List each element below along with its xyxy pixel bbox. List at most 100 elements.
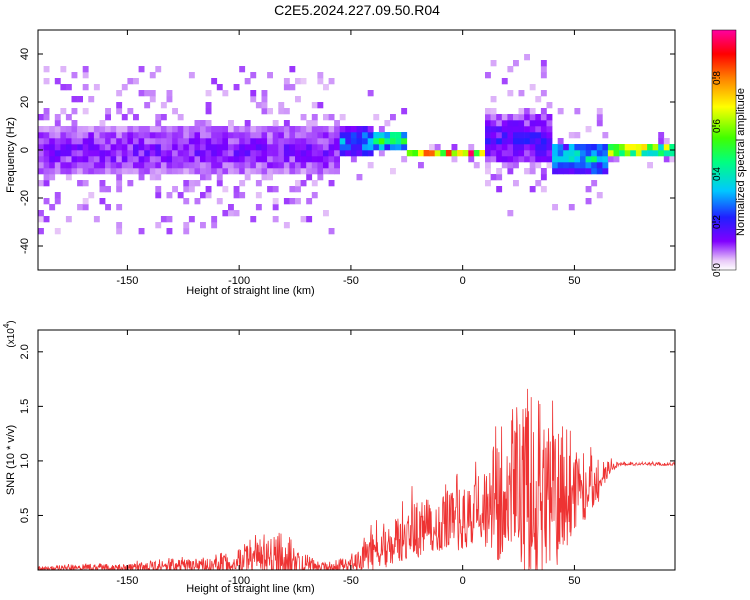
spectrogram-cell	[250, 138, 257, 145]
spectrogram-cell	[535, 180, 542, 187]
spectrogram-cell	[200, 174, 206, 181]
spectrogram-cell	[172, 108, 178, 115]
spectrogram-cell	[306, 150, 313, 157]
spectrogram-cell	[65, 84, 72, 91]
spectrogram-cell	[60, 168, 67, 175]
spectrogram-cell	[172, 156, 178, 163]
spectrogram-cell	[77, 96, 83, 103]
spectrogram-cell	[200, 132, 206, 139]
spectrogram-cell	[574, 108, 581, 115]
spectrogram-cell	[580, 144, 586, 151]
spectrogram-cell	[323, 168, 329, 175]
spectrogram-cell	[205, 192, 212, 199]
spectrogram-cell	[82, 162, 89, 169]
snr-y-tick-label: 1.0	[19, 453, 31, 468]
spectrogram-cell	[485, 108, 491, 115]
spectrogram-cell	[54, 120, 61, 127]
spectrogram-cell	[160, 114, 167, 121]
spectrogram-cell	[323, 144, 329, 151]
spectrogram-x-tick-label: -100	[228, 275, 250, 287]
spectrogram-cell	[99, 138, 106, 145]
spectrogram-cell	[451, 156, 458, 163]
spectrogram-cell	[116, 180, 123, 187]
spectrogram-cell	[485, 120, 491, 127]
spectrogram-cell	[485, 180, 491, 187]
spectrogram-cell	[283, 126, 290, 133]
spectrogram-cell	[255, 138, 262, 145]
spectrogram-cell	[144, 132, 151, 139]
spectrogram-cell	[535, 138, 542, 145]
spectrogram-cell	[283, 222, 290, 229]
spectrogram-cell	[216, 84, 223, 91]
spectrogram-x-tick-label: 50	[568, 275, 580, 287]
spectrogram-y-tick-label: 20	[19, 96, 31, 108]
spectrogram-cell	[65, 132, 72, 139]
spectrogram-cell	[166, 192, 173, 199]
spectrogram-cell	[216, 174, 223, 181]
spectrogram-cell	[172, 126, 178, 133]
spectrogram-cell	[138, 162, 145, 169]
spectrogram-cell	[177, 114, 184, 121]
spectrogram-cell	[172, 150, 178, 157]
spectrogram-cell	[591, 168, 598, 175]
spectrogram-cell	[71, 72, 78, 79]
spectrogram-cell	[244, 162, 251, 169]
spectrogram-cell	[317, 168, 324, 175]
spectrogram-cell	[468, 156, 475, 163]
spectrogram-cell	[630, 144, 637, 151]
spectrogram-cell	[121, 150, 128, 157]
spectrogram-cell	[188, 138, 195, 145]
spectrogram-cell	[311, 162, 318, 169]
spectrogram-cell	[323, 84, 329, 91]
spectrogram-cell	[222, 156, 229, 163]
spectrogram-cell	[216, 162, 223, 169]
spectrogram-cell	[507, 162, 514, 169]
spectrogram-cell	[71, 144, 78, 151]
spectrogram-cell	[166, 144, 173, 151]
spectrogram-cell	[300, 180, 307, 187]
spectrogram-x-axis-label: Height of straight line (km)	[186, 285, 314, 297]
spectrogram-cell	[255, 204, 262, 211]
spectrogram-cell	[239, 138, 246, 145]
spectrogram-panel: -150 -100 -50 0 50 -40 -20 0 20 40 Height of stra…	[5, 29, 676, 297]
spectrogram-cell	[43, 78, 50, 85]
spectrogram-cell	[261, 174, 268, 181]
spectrogram-cell	[166, 126, 173, 133]
spectrogram-cell	[255, 132, 262, 139]
spectrogram-cell	[194, 138, 201, 145]
spectrogram-cell	[529, 144, 536, 151]
spectrogram-cell	[155, 186, 162, 193]
spectrogram-cell	[596, 162, 603, 169]
spectrogram-cell	[513, 144, 519, 151]
spectrogram-cell	[205, 138, 212, 145]
spectrogram-cell	[77, 132, 83, 139]
spectrogram-cell	[518, 138, 525, 145]
spectrogram-cell	[255, 156, 262, 163]
spectrogram-cell	[429, 150, 435, 157]
spectrogram-cell	[568, 162, 575, 169]
spectrogram-cell	[345, 138, 352, 145]
spectrogram-cell	[211, 144, 218, 151]
spectrogram-cell	[177, 168, 184, 175]
spectrogram-cell	[283, 150, 290, 157]
spectrogram-cell	[239, 132, 246, 139]
spectrogram-cell	[160, 132, 167, 139]
spectrogram-cell	[473, 150, 480, 157]
spectrogram-cell	[362, 132, 368, 139]
spectrogram-cell	[82, 108, 89, 115]
spectrogram-cell	[485, 144, 491, 151]
spectrogram-cell	[378, 138, 385, 145]
spectrogram-cell	[261, 108, 268, 115]
spectrogram-cell	[524, 120, 530, 127]
spectrogram-cell	[669, 156, 676, 163]
spectrogram-cell	[552, 204, 558, 211]
spectrogram-cell	[295, 168, 301, 175]
spectrogram-cell	[496, 144, 503, 151]
spectrogram-cell	[513, 180, 519, 187]
spectrogram-cell	[239, 180, 246, 187]
spectrogram-cell	[244, 126, 251, 133]
spectrogram-cell	[261, 150, 268, 157]
spectrogram-cell	[205, 90, 212, 97]
spectrogram-cell	[507, 120, 514, 127]
spectrogram-cell	[552, 162, 558, 169]
